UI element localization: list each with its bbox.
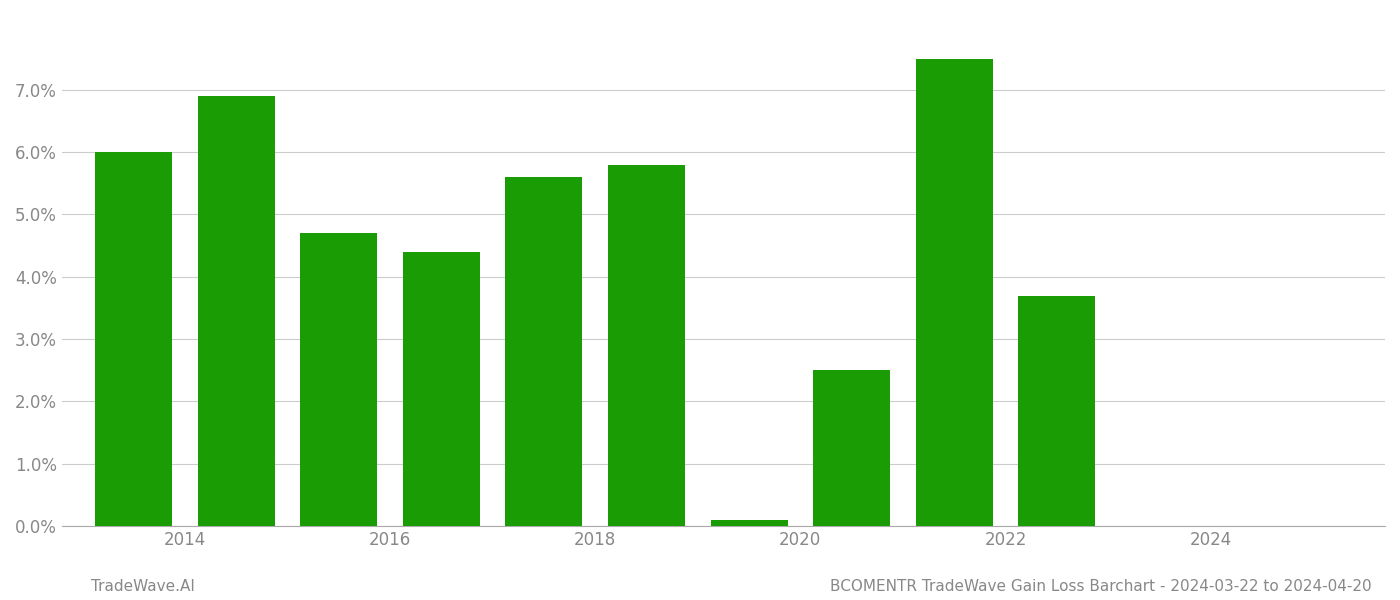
Bar	[608, 164, 685, 526]
Bar	[197, 96, 274, 526]
Bar	[813, 370, 890, 526]
Bar	[301, 233, 377, 526]
Text: TradeWave.AI: TradeWave.AI	[91, 579, 195, 594]
Bar	[403, 252, 480, 526]
Bar	[1018, 296, 1095, 526]
Text: BCOMENTR TradeWave Gain Loss Barchart - 2024-03-22 to 2024-04-20: BCOMENTR TradeWave Gain Loss Barchart - …	[830, 579, 1372, 594]
Bar	[505, 177, 582, 526]
Bar	[916, 59, 993, 526]
Bar	[95, 152, 172, 526]
Bar	[711, 520, 788, 526]
